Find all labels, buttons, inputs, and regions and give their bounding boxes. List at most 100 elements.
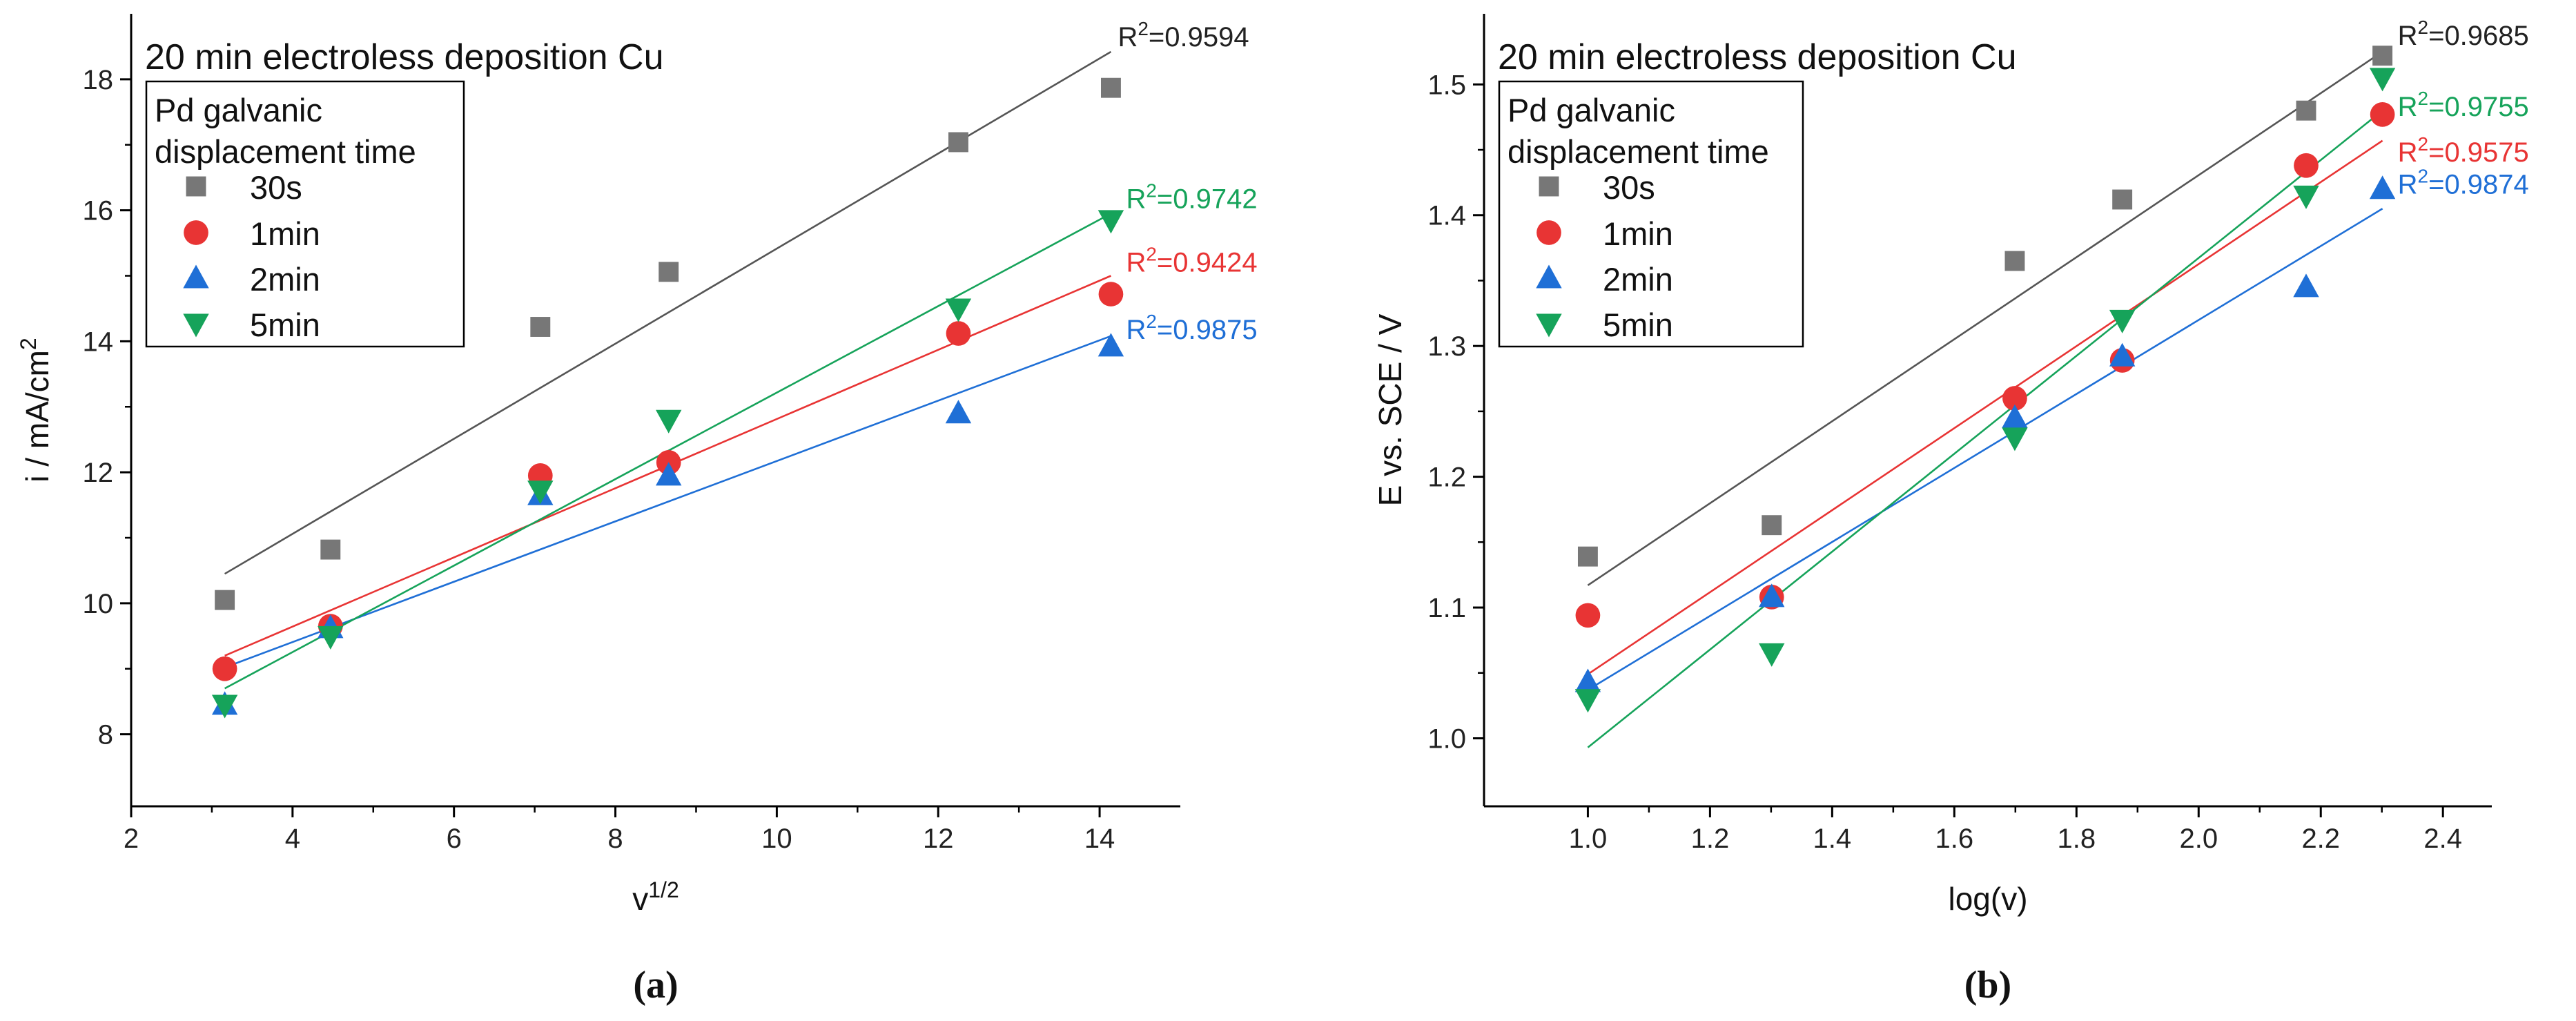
r-squared-label-1min: R2=0.9424 [1126,244,1257,278]
r-squared-label-30s: R2=0.9594 [1118,18,1249,52]
legend-marker-1min [1536,220,1561,245]
x-tick-label: 8 [607,824,623,854]
r-squared-value: =0.9685 [2428,21,2529,51]
data-point-30s [215,590,235,610]
x-tick-label: 2.4 [2423,824,2462,854]
data-point-30s [1100,77,1121,98]
data-point-30s [658,262,679,282]
r-squared-symbol: R [2398,137,2418,168]
x-tick-label: 1.0 [1569,824,1608,854]
data-point-5min [2002,427,2028,451]
data-point-5min [1759,643,1785,667]
x-tick-label: 1.8 [2057,824,2096,854]
data-point-2min [1759,583,1785,607]
r-squared-superscript: 2 [2418,17,2429,38]
legend-marker-5min [183,313,209,338]
legend-entry-1min: 1min [1603,215,1673,252]
data-point-2min [2109,342,2136,367]
data-point-1min [1575,603,1601,628]
data-point-1min [2370,102,2395,127]
data-point-30s [2372,46,2393,66]
data-point-30s [2112,189,2133,210]
fit-line-2min [1587,208,2383,691]
data-point-30s [320,539,341,560]
y-tick-label: 12 [83,458,114,488]
legend-marker-2min [183,264,209,289]
data-point-30s [1577,546,1598,567]
legend-entry-2min: 2min [1603,261,1673,298]
legend-title-line-1: Pd galvanic [155,92,322,128]
data-point-30s [1762,515,1782,536]
r-squared-value: =0.9594 [1149,22,1249,52]
legend-marker-30s [1539,176,1559,197]
x-axis-label-text: log(v) [1948,881,2027,917]
data-point-2min [1574,668,1601,692]
r-squared-value: =0.9875 [1157,315,1258,345]
y-tick-label: 14 [83,327,114,357]
r-squared-superscript: 2 [2418,165,2429,186]
fit-line-2min [224,335,1111,669]
y-axis-label-superscript: 2 [16,338,41,350]
data-point-5min [527,480,554,505]
r-squared-superscript: 2 [1146,179,1157,201]
data-point-1min [2002,386,2027,411]
chart-title: 20 min electroless deposition Cu [1498,37,2017,77]
y-axis-label: E vs. SCE / V [1372,313,1408,506]
legend-title-line-1: Pd galvanic [1507,92,1675,128]
x-tick-label: 4 [285,824,300,854]
x-axis-label: v1/2 [632,877,679,917]
r-squared-superscript: 2 [1146,311,1157,332]
data-point-5min [2293,185,2319,209]
data-point-2min [2002,404,2028,428]
x-tick-label: 12 [923,824,954,854]
data-point-2min [2369,175,2396,200]
data-point-1min [212,656,237,681]
data-point-5min [945,298,972,322]
r-squared-symbol: R [1118,22,1138,52]
data-point-5min [656,409,682,434]
y-tick-label: 18 [83,65,114,95]
x-tick-label: 2 [124,824,139,854]
fit-line-5min [1587,110,2383,748]
data-point-2min [945,400,972,424]
y-tick-label: 1.4 [1427,201,1466,231]
y-tick-label: 1.5 [1427,70,1466,100]
panel-label: (b) [1964,964,2011,1007]
x-axis-label: log(v) [1948,881,2027,917]
r-squared-label-2min: R2=0.9875 [1126,311,1257,345]
y-tick-label: 10 [83,589,114,619]
x-tick-label: 1.4 [1813,824,1852,854]
data-point-2min [2293,273,2319,298]
x-tick-label: 14 [1084,824,1115,854]
r-squared-symbol: R [2398,21,2418,51]
data-point-1min [946,321,971,346]
legend-box [145,80,465,348]
r-squared-symbol: R [1126,248,1146,278]
legend-entry-1min: 1min [250,215,320,252]
r-squared-label-5min: R2=0.9755 [2398,88,2529,122]
r-squared-symbol: R [1126,184,1146,214]
data-point-1min [2294,153,2319,178]
legend-entry-2min: 2min [250,261,320,298]
r-squared-label-5min: R2=0.9742 [1126,179,1257,214]
r-squared-value: =0.9742 [1157,184,1258,214]
legend-marker-30s [186,176,206,197]
x-tick-label: 6 [447,824,462,854]
data-point-30s [2296,100,2316,121]
legend-title-line-2: displacement time [155,133,416,170]
r-squared-label-1min: R2=0.9575 [2398,133,2529,168]
r-squared-superscript: 2 [1138,18,1149,39]
r-squared-label-30s: R2=0.9685 [2398,17,2529,51]
data-point-2min [1097,333,1124,357]
fit-line-1min [1587,139,2383,675]
panel-label: (a) [633,964,678,1007]
r-squared-superscript: 2 [2418,133,2429,155]
data-point-30s [2004,251,2025,271]
y-tick-label: 1.2 [1427,463,1466,493]
y-tick-label: 16 [83,196,114,226]
r-squared-symbol: R [1126,315,1146,345]
y-axis-label: i / mA/cm2 [16,338,55,482]
x-tick-label: 10 [761,824,792,854]
data-point-2min [656,462,682,486]
y-tick-label: 1.3 [1427,331,1466,362]
